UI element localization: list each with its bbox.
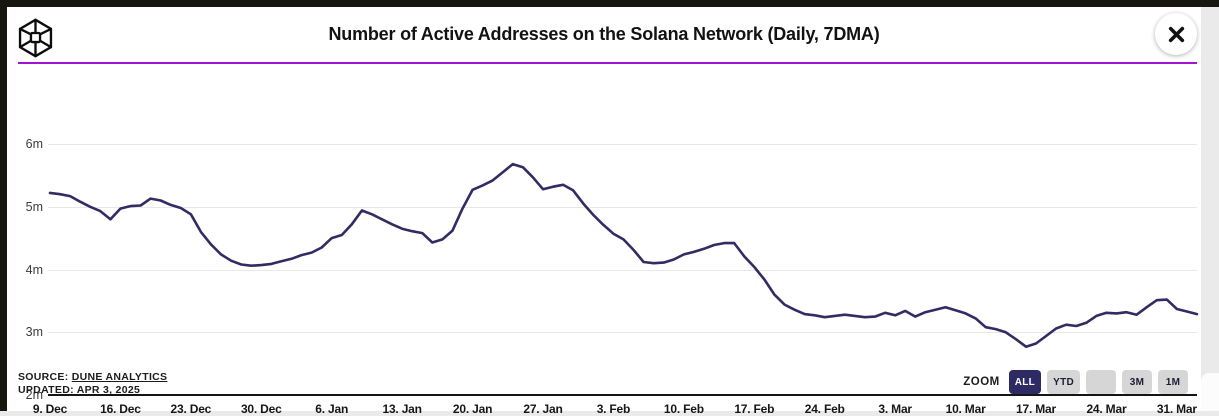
zoom-button-ytd[interactable]: YTD xyxy=(1047,370,1080,394)
zoom-button-blank[interactable] xyxy=(1086,370,1116,394)
gridline-5m xyxy=(48,206,1197,208)
purple-divider xyxy=(18,62,1197,64)
y-tick-label: 2m xyxy=(25,388,43,402)
source-label: SOURCE: xyxy=(18,371,69,383)
zoom-controls: ZOOM ALL YTD 3M 1M xyxy=(963,370,1188,394)
source-link[interactable]: DUNE ANALYTICS xyxy=(71,371,168,383)
gridline-6m xyxy=(48,144,1197,145)
chart-area[interactable]: 6m 5m 4m 3m 2m 9. Dec 16. Dec 23. Dec 30. Dec 6.… xyxy=(7,64,1201,416)
y-tick-label: 4m xyxy=(25,262,43,277)
gridline-3m xyxy=(48,332,1197,334)
y-tick-label: 5m xyxy=(25,199,43,214)
close-x-icon xyxy=(1168,26,1184,42)
y-tick-label: 3m xyxy=(25,325,43,340)
chart-footer: SOURCE: DUNE ANALYTICS UPDATED: APR 3, 2… xyxy=(7,365,1201,411)
page-title: Number of Active Addresses on the Solana… xyxy=(328,24,880,44)
page-background-strip xyxy=(1201,7,1219,411)
zoom-button-1m[interactable]: 1M xyxy=(1158,370,1188,394)
zoom-button-group: ALL YTD 3M 1M xyxy=(1008,370,1188,394)
y-tick-label: 6m xyxy=(25,137,43,151)
isometric-cube-logo-icon xyxy=(17,18,54,58)
x-axis-line xyxy=(48,394,1197,396)
source-block: SOURCE: DUNE ANALYTICS UPDATED: APR 3, 2… xyxy=(18,371,167,397)
data-line xyxy=(48,162,1199,348)
close-button[interactable] xyxy=(1155,13,1197,55)
chart-card: Number of Active Addresses on the Solana… xyxy=(7,7,1201,416)
zoom-button-all[interactable]: ALL xyxy=(1008,370,1042,394)
line-plot xyxy=(48,162,1199,348)
gridline-4m xyxy=(48,269,1197,271)
updated-label: UPDATED: APR 3, 2025 xyxy=(18,384,141,396)
chart-header: Number of Active Addresses on the Solana… xyxy=(7,7,1201,62)
zoom-label: ZOOM xyxy=(963,376,1000,388)
zoom-button-3m[interactable]: 3M xyxy=(1122,370,1152,394)
